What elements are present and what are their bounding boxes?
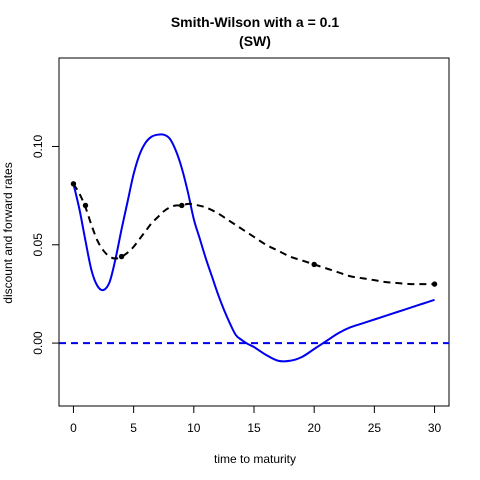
series-line-0 — [72, 133, 435, 363]
y-tick-label-0: 0.00 — [31, 331, 45, 355]
data-point-2 — [118, 253, 125, 260]
x-tick-label-5: 25 — [368, 421, 382, 435]
data-point-1 — [82, 202, 89, 209]
data-point-4 — [311, 261, 317, 268]
x-tick-label-3: 15 — [247, 421, 261, 435]
plot-layer: 0 5 10 15 20 25 30 0.00 0.05 0.10 — [31, 57, 450, 435]
x-tick-label-4: 20 — [308, 421, 322, 435]
y-tick-label-2: 0.10 — [31, 134, 45, 158]
x-axis-label: time to maturity — [214, 452, 296, 466]
x-tick-label-6: 30 — [428, 421, 442, 435]
plot-frame — [58, 57, 450, 407]
y-tick-label-1: 0.05 — [31, 233, 45, 257]
x-tick-label-2: 10 — [187, 421, 201, 435]
chart-title: Smith-Wilson with a = 0.1 — [171, 14, 340, 30]
chart-subtitle: (SW) — [239, 33, 271, 49]
series-line-1 — [72, 183, 435, 286]
data-point-3 — [179, 202, 185, 209]
y-axis-label: discount and forward rates — [1, 162, 15, 303]
x-tick-label-0: 0 — [70, 421, 77, 435]
data-point-5 — [431, 281, 438, 287]
data-point-0 — [70, 181, 77, 187]
x-tick-label-1: 5 — [130, 421, 137, 435]
